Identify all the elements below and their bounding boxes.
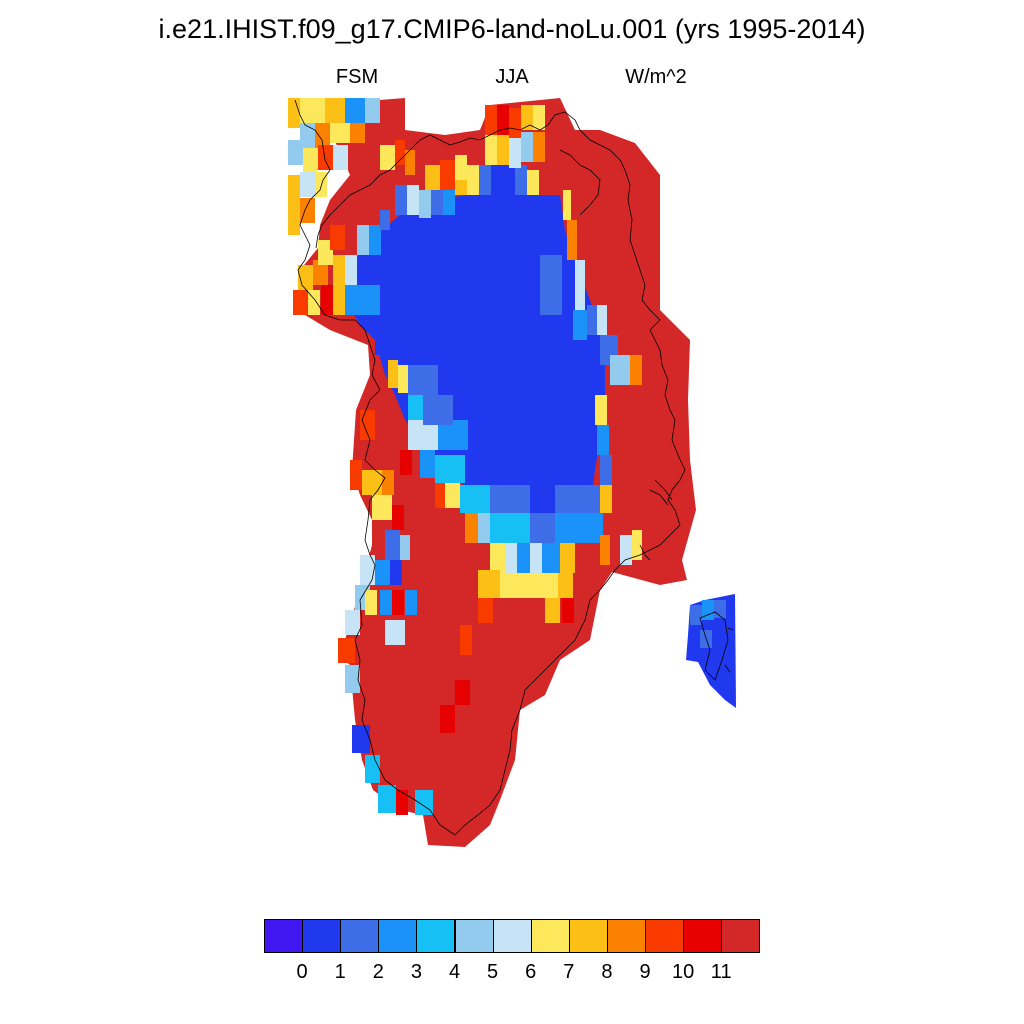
- colorbar-swatch: [492, 919, 532, 953]
- center-subtitle: JJA: [495, 66, 529, 88]
- coastlines: [294, 99, 734, 836]
- colorbar-tick-label: 1: [334, 961, 346, 983]
- colorbar-tick-label: 4: [448, 961, 461, 983]
- right-subtitle: W/m^2: [625, 66, 687, 88]
- colorbar-tick-label: 0: [296, 961, 308, 983]
- colorbar-tick-label: 5: [487, 961, 499, 983]
- colorbar-tick-label: 3: [410, 961, 422, 983]
- east-island-cells: [686, 594, 736, 708]
- colorbar-tick-label: 2: [372, 961, 384, 983]
- colorbar-swatch: [530, 919, 570, 953]
- colorbar-swatch: [606, 919, 646, 953]
- north-coast-cells: [425, 105, 545, 190]
- colorbar-tick-label: 11: [710, 961, 732, 983]
- colorbar-swatch: [264, 919, 304, 953]
- colorbar-swatch: [568, 919, 608, 953]
- colorbar-swatch: [454, 919, 494, 953]
- colorbar-tick-label: 7: [563, 961, 575, 983]
- colorbar-swatch: [340, 919, 380, 953]
- colorbar-tick-label: 10: [671, 961, 695, 983]
- colorbar-swatch: [302, 919, 342, 953]
- colorbar-swatch: [378, 919, 418, 953]
- ice-margin-cells: [321, 165, 642, 733]
- colorbar-tick-label: 8: [601, 961, 613, 983]
- colorbar-tick-label: 6: [525, 961, 537, 983]
- colorbar-swatch: [645, 919, 685, 953]
- colorbar-swatch: [721, 919, 761, 953]
- left-subtitle: FSM: [335, 66, 379, 88]
- colorbar-swatch: [683, 919, 723, 953]
- colorbar-swatch: [416, 919, 456, 953]
- colorbar-tick-label: 9: [639, 961, 651, 983]
- plot-title: i.e21.IHIST.f09_g17.CMIP6-land-noLu.001 …: [158, 14, 866, 44]
